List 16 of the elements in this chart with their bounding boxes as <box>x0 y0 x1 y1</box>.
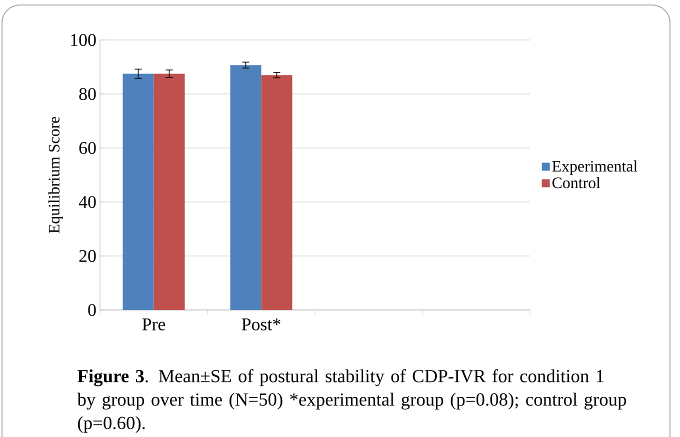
y-tick-label: 0 <box>88 304 96 316</box>
legend-label: Control <box>552 176 600 188</box>
bar <box>154 74 185 310</box>
y-axis-title: Equilibrium Score <box>48 116 63 234</box>
bar <box>261 75 292 310</box>
x-tick-label: Post* <box>242 318 280 330</box>
y-tick-label: 80 <box>79 88 96 100</box>
text: Figure 3. Mean±SE of postural stability of CDP-IVR for condition 1 by group over time (N=50) *experimental group (p=0.08); control group (p=0.60). <box>77 369 626 433</box>
y-tick-label: 20 <box>79 250 96 262</box>
y-tick-label: 100 <box>71 34 96 46</box>
x-tick-label: Pre <box>142 318 166 330</box>
legend-label: Experimental <box>552 160 638 175</box>
y-tick-label: 40 <box>78 196 96 208</box>
bar <box>122 74 154 310</box>
bar <box>230 65 262 310</box>
y-tick-label: 60 <box>79 142 96 154</box>
